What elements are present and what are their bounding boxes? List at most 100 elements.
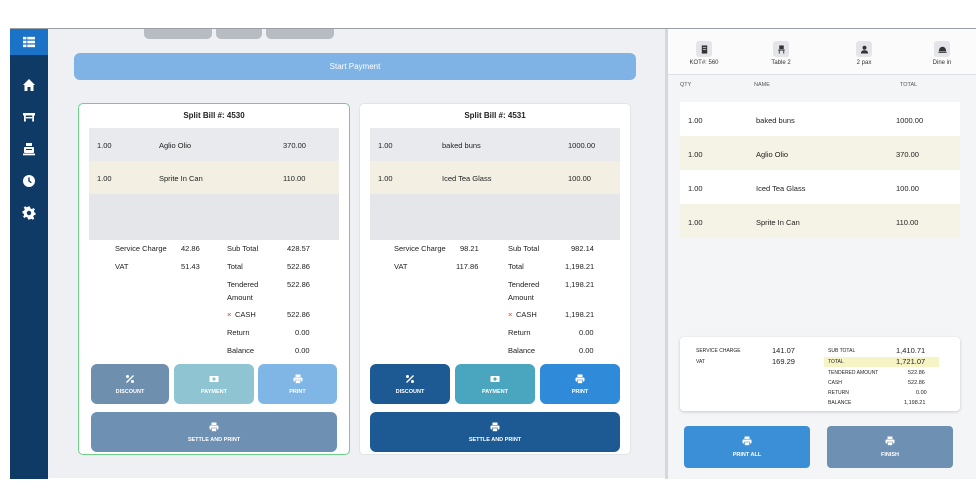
qty-header: QTY xyxy=(680,82,692,88)
item-qty: 1.00 xyxy=(97,174,112,183)
order-item-row[interactable]: 1.00 Sprite In Can 110.00 xyxy=(680,204,960,238)
money-icon xyxy=(490,375,500,382)
print-label: PRINT xyxy=(571,388,589,395)
start-payment-button[interactable]: Start Payment xyxy=(74,53,636,80)
person-icon xyxy=(860,45,868,54)
cash-label: CASH xyxy=(828,380,842,386)
sub-total-value: 1,410.71 xyxy=(896,346,926,355)
print-button[interactable]: PRINT xyxy=(540,364,620,404)
item-name: Iced Tea Glass xyxy=(442,174,492,183)
sidebar-item-settings[interactable] xyxy=(10,197,48,229)
table-label: Table 2 xyxy=(771,60,791,66)
split-bill-card: Split Bill #: 4530 1.00 Aglio Olio 370.0… xyxy=(78,103,350,455)
discount-button[interactable]: DISCOUNT xyxy=(370,364,450,404)
payment-button[interactable]: PAYMENT xyxy=(174,364,254,404)
sidebar-menu-button[interactable] xyxy=(10,29,48,55)
tendered-label: Tendered xyxy=(227,280,259,289)
service-charge-value: 141.07 xyxy=(772,346,795,355)
top-tab[interactable] xyxy=(266,29,334,39)
printer-icon xyxy=(575,374,585,384)
sidebar-item-tables[interactable] xyxy=(10,101,48,133)
discount-label: DISCOUNT xyxy=(115,388,145,395)
return-label: Return xyxy=(508,328,531,337)
print-all-button[interactable]: PRINT ALL xyxy=(684,426,810,468)
payment-button[interactable]: PAYMENT xyxy=(455,364,535,404)
home-icon xyxy=(23,79,35,91)
dine-in-info: Dine in xyxy=(912,41,972,66)
printer-icon xyxy=(293,374,302,384)
printer-icon xyxy=(885,436,895,446)
order-item-row[interactable]: 1.00 baked buns 1000.00 xyxy=(680,102,960,136)
remove-cash-icon[interactable]: × xyxy=(508,310,513,319)
item-amount: 370.00 xyxy=(283,141,306,150)
total-label: Total xyxy=(227,262,243,271)
return-label: RETURN xyxy=(828,390,849,396)
sidebar-item-history[interactable] xyxy=(10,165,48,197)
settle-and-print-button[interactable]: SETTLE AND PRINT xyxy=(370,412,620,452)
tendered-value: 522.86 xyxy=(287,280,310,289)
tendered-label: TENDERED AMOUNT xyxy=(828,370,879,376)
order-item-row[interactable]: 1.00 Iced Tea Glass 100.00 xyxy=(680,170,960,204)
top-tab[interactable] xyxy=(216,29,262,39)
tendered-label-line2: Amount xyxy=(508,293,534,302)
order-item-total: 100.00 xyxy=(896,184,919,193)
order-item-qty: 1.00 xyxy=(688,218,703,227)
vat-label: VAT xyxy=(394,262,408,271)
name-header: NAME xyxy=(754,82,770,88)
service-charge-label: SERVICE CHARGE xyxy=(696,348,741,354)
cash-label: CASH xyxy=(235,310,256,319)
sub-total-value: 428.57 xyxy=(287,244,310,253)
order-totals-box: SERVICE CHARGE 141.07 VAT 169.29 SUB TOT… xyxy=(680,337,960,411)
finish-button[interactable]: FINISH xyxy=(827,426,953,468)
pax-info: 2 pax xyxy=(834,41,894,66)
bill-items-list: 1.00 baked buns 1000.00 1.00 Iced Tea Gl… xyxy=(370,128,620,240)
return-value: 0.00 xyxy=(295,328,310,337)
payment-label: PAYMENT xyxy=(201,388,227,395)
return-value: 0.00 xyxy=(916,390,927,396)
bill-item-row[interactable]: 1.00 Iced Tea Glass 100.00 xyxy=(370,161,620,194)
payment-label: PAYMENT xyxy=(482,388,508,395)
settle-label: SETTLE AND PRINT xyxy=(187,436,241,443)
top-tab[interactable] xyxy=(144,29,212,39)
cash-label: CASH xyxy=(516,310,537,319)
item-qty: 1.00 xyxy=(97,141,112,150)
dine-in-icon xyxy=(937,46,947,53)
chair-icon xyxy=(777,44,785,54)
sidebar-item-home[interactable] xyxy=(10,69,48,101)
gear-icon xyxy=(22,206,36,220)
total-label: TOTAL xyxy=(828,359,844,365)
sub-total-label: SUB TOTAL xyxy=(828,348,856,354)
settle-label: SETTLE AND PRINT xyxy=(468,436,522,443)
settle-and-print-button[interactable]: SETTLE AND PRINT xyxy=(91,412,337,452)
tendered-value: 522.86 xyxy=(908,370,925,376)
cash-value: 522.86 xyxy=(908,380,925,386)
sub-total-value: 982.14 xyxy=(571,244,594,253)
sub-total-label: Sub Total xyxy=(227,244,259,253)
percent-icon xyxy=(406,374,414,383)
split-bill-area: Start Payment Split Bill #: 4530 1.00 Ag… xyxy=(48,29,664,479)
item-amount: 100.00 xyxy=(568,174,591,183)
sub-total-label: Sub Total xyxy=(508,244,540,253)
clock-icon xyxy=(23,175,35,187)
item-name: Sprite In Can xyxy=(159,174,203,183)
remove-cash-icon[interactable]: × xyxy=(227,310,232,319)
bill-item-row[interactable]: 1.00 Sprite In Can 110.00 xyxy=(89,161,339,194)
sidebar-item-cashier[interactable] xyxy=(10,133,48,165)
bill-item-row[interactable]: 1.00 baked buns 1000.00 xyxy=(370,128,620,161)
bill-item-row[interactable]: 1.00 Aglio Olio 370.00 xyxy=(89,128,339,161)
total-value: 522.86 xyxy=(287,262,310,271)
service-charge-value: 98.21 xyxy=(460,244,479,253)
printer-icon xyxy=(742,436,752,446)
balance-label: BALANCE xyxy=(828,400,852,406)
total-label: Total xyxy=(508,262,524,271)
table-icon xyxy=(23,113,35,122)
tendered-label: Tendered xyxy=(508,280,540,289)
order-item-row[interactable]: 1.00 Aglio Olio 370.00 xyxy=(680,136,960,170)
return-value: 0.00 xyxy=(579,328,594,337)
service-charge-value: 42.86 xyxy=(181,244,200,253)
order-item-name: Sprite In Can xyxy=(756,218,800,227)
main-scrollbar[interactable] xyxy=(665,29,668,479)
discount-button[interactable]: DISCOUNT xyxy=(91,364,169,404)
print-all-label: PRINT ALL xyxy=(732,452,762,458)
print-button[interactable]: PRINT xyxy=(258,364,337,404)
